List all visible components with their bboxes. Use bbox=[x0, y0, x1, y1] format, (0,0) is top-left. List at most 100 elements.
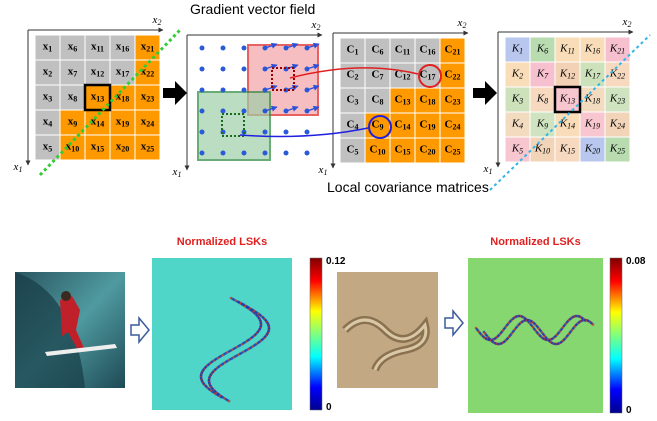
cell-label-index: 8 bbox=[544, 96, 548, 105]
cell-label-index: 20 bbox=[427, 147, 435, 156]
gradient-dot bbox=[242, 109, 247, 114]
cell-label-symbol: C bbox=[445, 143, 453, 155]
cell-label-index: 16 bbox=[592, 46, 600, 55]
cell-label-index: 15 bbox=[567, 146, 575, 155]
snake-photo bbox=[337, 272, 438, 388]
cell-label-index: 13 bbox=[96, 94, 104, 103]
cell-label-index: 10 bbox=[377, 147, 385, 156]
heatmap bbox=[468, 258, 603, 413]
kernel-dot bbox=[592, 323, 595, 326]
cell-label-index: 9 bbox=[379, 122, 383, 131]
cell-label-index: 18 bbox=[121, 94, 129, 103]
cell-label-index: 16 bbox=[121, 44, 129, 53]
cell-label-index: 10 bbox=[71, 144, 79, 153]
colorbar-label: 0.12 bbox=[326, 256, 346, 267]
gradient-dot bbox=[284, 130, 289, 135]
axis-label: x1 bbox=[318, 164, 328, 177]
cell-label-index: 15 bbox=[96, 144, 104, 153]
title: Gradient vector field bbox=[190, 1, 315, 17]
axis-label-index: 2 bbox=[627, 20, 631, 29]
cell-label-symbol: C bbox=[395, 118, 403, 130]
cell-label-index: 12 bbox=[402, 72, 410, 81]
axis-label: x1 bbox=[13, 161, 23, 174]
axis-label: x1 bbox=[172, 166, 182, 179]
cell-label-index: 23 bbox=[617, 96, 625, 105]
cell-label-symbol: C bbox=[395, 43, 403, 55]
gradient-dot bbox=[200, 88, 205, 93]
gradient-dot bbox=[200, 67, 205, 72]
cell-label-index: 2 bbox=[519, 71, 523, 80]
cell-label-index: 4 bbox=[48, 119, 52, 128]
cell-label-symbol: C bbox=[395, 93, 403, 105]
cell-label-index: 6 bbox=[73, 44, 77, 53]
cell-label-index: 11 bbox=[96, 44, 104, 53]
cell-label-symbol: C bbox=[445, 118, 453, 130]
cell-label-index: 2 bbox=[354, 72, 358, 81]
cell-label-index: 22 bbox=[617, 71, 625, 80]
cell-label-symbol: C bbox=[420, 118, 428, 130]
axis-label: x2 bbox=[311, 19, 321, 32]
cell-label-symbol: C bbox=[372, 68, 380, 80]
axis-label: x2 bbox=[457, 17, 467, 30]
cell-label-index: 3 bbox=[518, 96, 523, 105]
cell-label-index: 14 bbox=[96, 119, 104, 128]
cell-label-index: 12 bbox=[96, 69, 104, 78]
cell-label-symbol: C bbox=[372, 43, 380, 55]
cell-label-symbol: C bbox=[420, 143, 428, 155]
axis-label-index: 1 bbox=[323, 168, 327, 177]
cell-label-index: 11 bbox=[403, 47, 411, 56]
cell-label-index: 16 bbox=[427, 47, 435, 56]
cell-label-index: 21 bbox=[452, 47, 460, 56]
axis-label-index: 2 bbox=[157, 18, 161, 27]
cell-label-symbol: C bbox=[420, 93, 428, 105]
cell-label-symbol: C bbox=[347, 143, 355, 155]
cell-label-symbol: C bbox=[370, 143, 378, 155]
cell-label-index: 18 bbox=[592, 96, 600, 105]
cell-label-index: 6 bbox=[379, 47, 383, 56]
cell-label-symbol: C bbox=[347, 93, 355, 105]
axis-label-index: 1 bbox=[488, 167, 492, 176]
cell-label-index: 18 bbox=[427, 97, 435, 106]
cell-label-index: 22 bbox=[452, 72, 460, 81]
axis-label-index: 2 bbox=[462, 21, 466, 30]
cell-label-symbol: C bbox=[347, 118, 355, 130]
heatmap bbox=[152, 258, 292, 410]
cell-label-index: 22 bbox=[146, 69, 154, 78]
cell-label-index: 23 bbox=[452, 97, 460, 106]
cell-label-index: 6 bbox=[544, 46, 548, 55]
cell-label-index: 24 bbox=[617, 121, 625, 130]
gradient-dot bbox=[242, 88, 247, 93]
cell-label-symbol: C bbox=[347, 43, 355, 55]
cell-label-index: 23 bbox=[146, 94, 154, 103]
cell-label-index: 5 bbox=[519, 146, 523, 155]
cell-label-symbol: C bbox=[420, 43, 428, 55]
cell-label-index: 14 bbox=[567, 121, 575, 130]
gradient-dot bbox=[221, 88, 226, 93]
cell-label-index: 21 bbox=[146, 44, 154, 53]
arrow bbox=[131, 318, 149, 342]
cell-label-index: 5 bbox=[354, 147, 358, 156]
cell-label-symbol: C bbox=[445, 68, 453, 80]
region bbox=[198, 92, 270, 160]
caption: Local covariance matrices bbox=[327, 179, 489, 195]
cell-label-index: 9 bbox=[544, 121, 548, 130]
figure: Gradient vector field Local covariance m… bbox=[0, 0, 657, 421]
cell-label-index: 9 bbox=[73, 119, 77, 128]
kernel-dot bbox=[228, 400, 231, 403]
cell-label-symbol: C bbox=[445, 93, 453, 105]
cell-label-index: 11 bbox=[567, 46, 574, 55]
gradient-dot bbox=[200, 130, 205, 135]
axis-label-index: 2 bbox=[316, 23, 320, 32]
cell-label-index: 7 bbox=[73, 69, 77, 78]
cell-label-index: 13 bbox=[402, 97, 410, 106]
cell-label-index: 25 bbox=[146, 144, 154, 153]
cell-label-index: 13 bbox=[567, 96, 575, 105]
axis-label-index: 1 bbox=[177, 170, 181, 179]
cell-label-index: 24 bbox=[146, 119, 154, 128]
cell-label-index: 15 bbox=[402, 147, 410, 156]
cell-label-index: 19 bbox=[592, 121, 600, 130]
axis-label: x2 bbox=[152, 14, 162, 27]
cell-label-symbol: C bbox=[372, 93, 380, 105]
cell-label-index: 19 bbox=[427, 122, 435, 131]
cell-label-index: 20 bbox=[592, 146, 600, 155]
